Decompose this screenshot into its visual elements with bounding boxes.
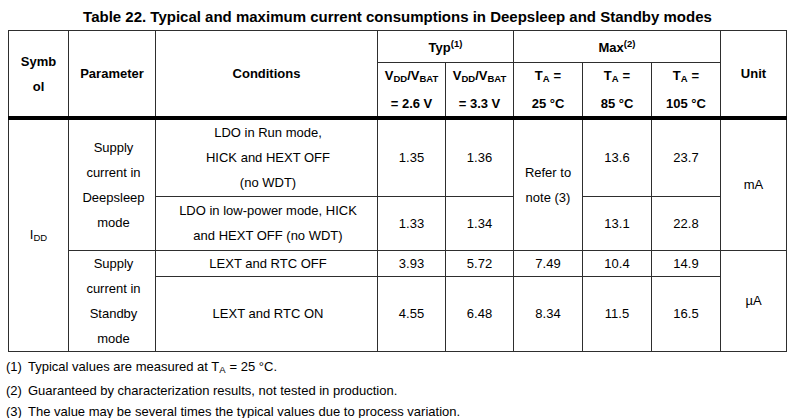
table-row: IDD Supply current in Deepsleep mode LDO… bbox=[9, 118, 787, 196]
cell-typ-2v6: 1.35 bbox=[378, 118, 446, 196]
parameter-deepsleep: Supply current in Deepsleep mode bbox=[69, 118, 156, 250]
cell-max-25: 8.34 bbox=[514, 277, 583, 351]
col-header-symbol: Symb ol bbox=[9, 31, 69, 119]
unit-ma: mA bbox=[721, 118, 787, 250]
cell-max-85: 13.1 bbox=[583, 196, 652, 250]
cell-max-85: 10.4 bbox=[583, 250, 652, 277]
col-header-ta-105: TA= 105 °C bbox=[652, 63, 721, 119]
col-header-symbol-line1: Symb bbox=[9, 49, 68, 74]
footnote-2: (2) Guaranteed by characterization resul… bbox=[6, 380, 795, 401]
ta-85-value: 85 °C bbox=[583, 91, 651, 116]
cell-typ-2v6: 4.55 bbox=[378, 277, 446, 351]
ta-label: TA= bbox=[514, 63, 582, 91]
cell-max-105: 22.8 bbox=[652, 196, 721, 250]
cell-max-105: 16.5 bbox=[652, 277, 721, 351]
col-header-parameter: Parameter bbox=[69, 31, 156, 119]
footnote-1: (1) Typical values are measured at TA= 2… bbox=[6, 356, 795, 380]
col-header-ta-85: TA= 85 °C bbox=[583, 63, 652, 119]
conditions-ldo-run: LDO in Run mode, HICK and HEXT OFF (no W… bbox=[156, 118, 378, 196]
footnote-number: (1) bbox=[6, 356, 28, 380]
unit-ua: µA bbox=[721, 250, 787, 351]
max-label: Max bbox=[599, 40, 624, 55]
typ-footnote-ref: (1) bbox=[451, 38, 463, 49]
vdd-vbat-label: VDD/VBAT bbox=[378, 63, 445, 91]
footnote-3: (3) The value may be several times the t… bbox=[6, 401, 795, 418]
ta-25-value: 25 °C bbox=[514, 91, 582, 116]
table-row: Supply current in Standby mode LEXT and … bbox=[9, 250, 787, 277]
cell-max-105: 23.7 bbox=[652, 118, 721, 196]
cell-typ-2v6: 3.93 bbox=[378, 250, 446, 277]
conditions-lext-rtc-on: LEXT and RTC ON bbox=[156, 277, 378, 351]
col-header-vdd-3v3: VDD/VBAT = 3.3 V bbox=[446, 63, 514, 119]
col-header-conditions: Conditions bbox=[156, 31, 378, 119]
col-group-typ: Typ(1) bbox=[378, 31, 514, 63]
vdd-vbat-label: VDD/VBAT bbox=[446, 63, 513, 91]
symbol-idd: IDD bbox=[9, 118, 69, 351]
vdd-3v3-value: = 3.3 V bbox=[446, 91, 513, 116]
table-title: Table 22. Typical and maximum current co… bbox=[0, 0, 795, 30]
footnote-text: Typical values are measured at TA= 25 °C… bbox=[28, 356, 795, 380]
cell-max-85: 11.5 bbox=[583, 277, 652, 351]
vdd-2v6-value: = 2.6 V bbox=[378, 91, 445, 116]
conditions-ldo-lowpower: LDO in low-power mode, HICK and HEXT OFF… bbox=[156, 196, 378, 250]
footnote-number: (3) bbox=[6, 401, 28, 418]
cell-max-25: 7.49 bbox=[514, 250, 583, 277]
footnote-text: Guaranteed by characterization results, … bbox=[28, 380, 795, 401]
col-header-symbol-line2: ol bbox=[9, 74, 68, 99]
conditions-lext-rtc-off: LEXT and RTC OFF bbox=[156, 250, 378, 277]
col-header-ta-25: TA= 25 °C bbox=[514, 63, 583, 119]
cell-typ-3v3: 5.72 bbox=[446, 250, 514, 277]
ta-label: TA= bbox=[583, 63, 651, 91]
footnotes: (1) Typical values are measured at TA= 2… bbox=[6, 356, 795, 418]
col-header-unit: Unit bbox=[721, 31, 787, 119]
cell-max-25-note: Refer to note (3) bbox=[514, 118, 583, 250]
typ-label: Typ bbox=[429, 40, 451, 55]
footnote-text: The value may be several times the typic… bbox=[28, 401, 795, 418]
current-consumption-table: Symb ol Parameter Conditions Typ(1) Max(… bbox=[8, 30, 787, 352]
cell-max-105: 14.9 bbox=[652, 250, 721, 277]
cell-typ-2v6: 1.33 bbox=[378, 196, 446, 250]
cell-typ-3v3: 1.36 bbox=[446, 118, 514, 196]
ta-105-value: 105 °C bbox=[652, 91, 720, 116]
col-header-vdd-2v6: VDD/VBAT = 2.6 V bbox=[378, 63, 446, 119]
cell-max-85: 13.6 bbox=[583, 118, 652, 196]
parameter-standby: Supply current in Standby mode bbox=[69, 250, 156, 351]
cell-typ-3v3: 6.48 bbox=[446, 277, 514, 351]
cell-typ-3v3: 1.34 bbox=[446, 196, 514, 250]
footnote-number: (2) bbox=[6, 380, 28, 401]
ta-label: TA= bbox=[652, 63, 720, 91]
max-footnote-ref: (2) bbox=[624, 38, 636, 49]
col-group-max: Max(2) bbox=[514, 31, 721, 63]
